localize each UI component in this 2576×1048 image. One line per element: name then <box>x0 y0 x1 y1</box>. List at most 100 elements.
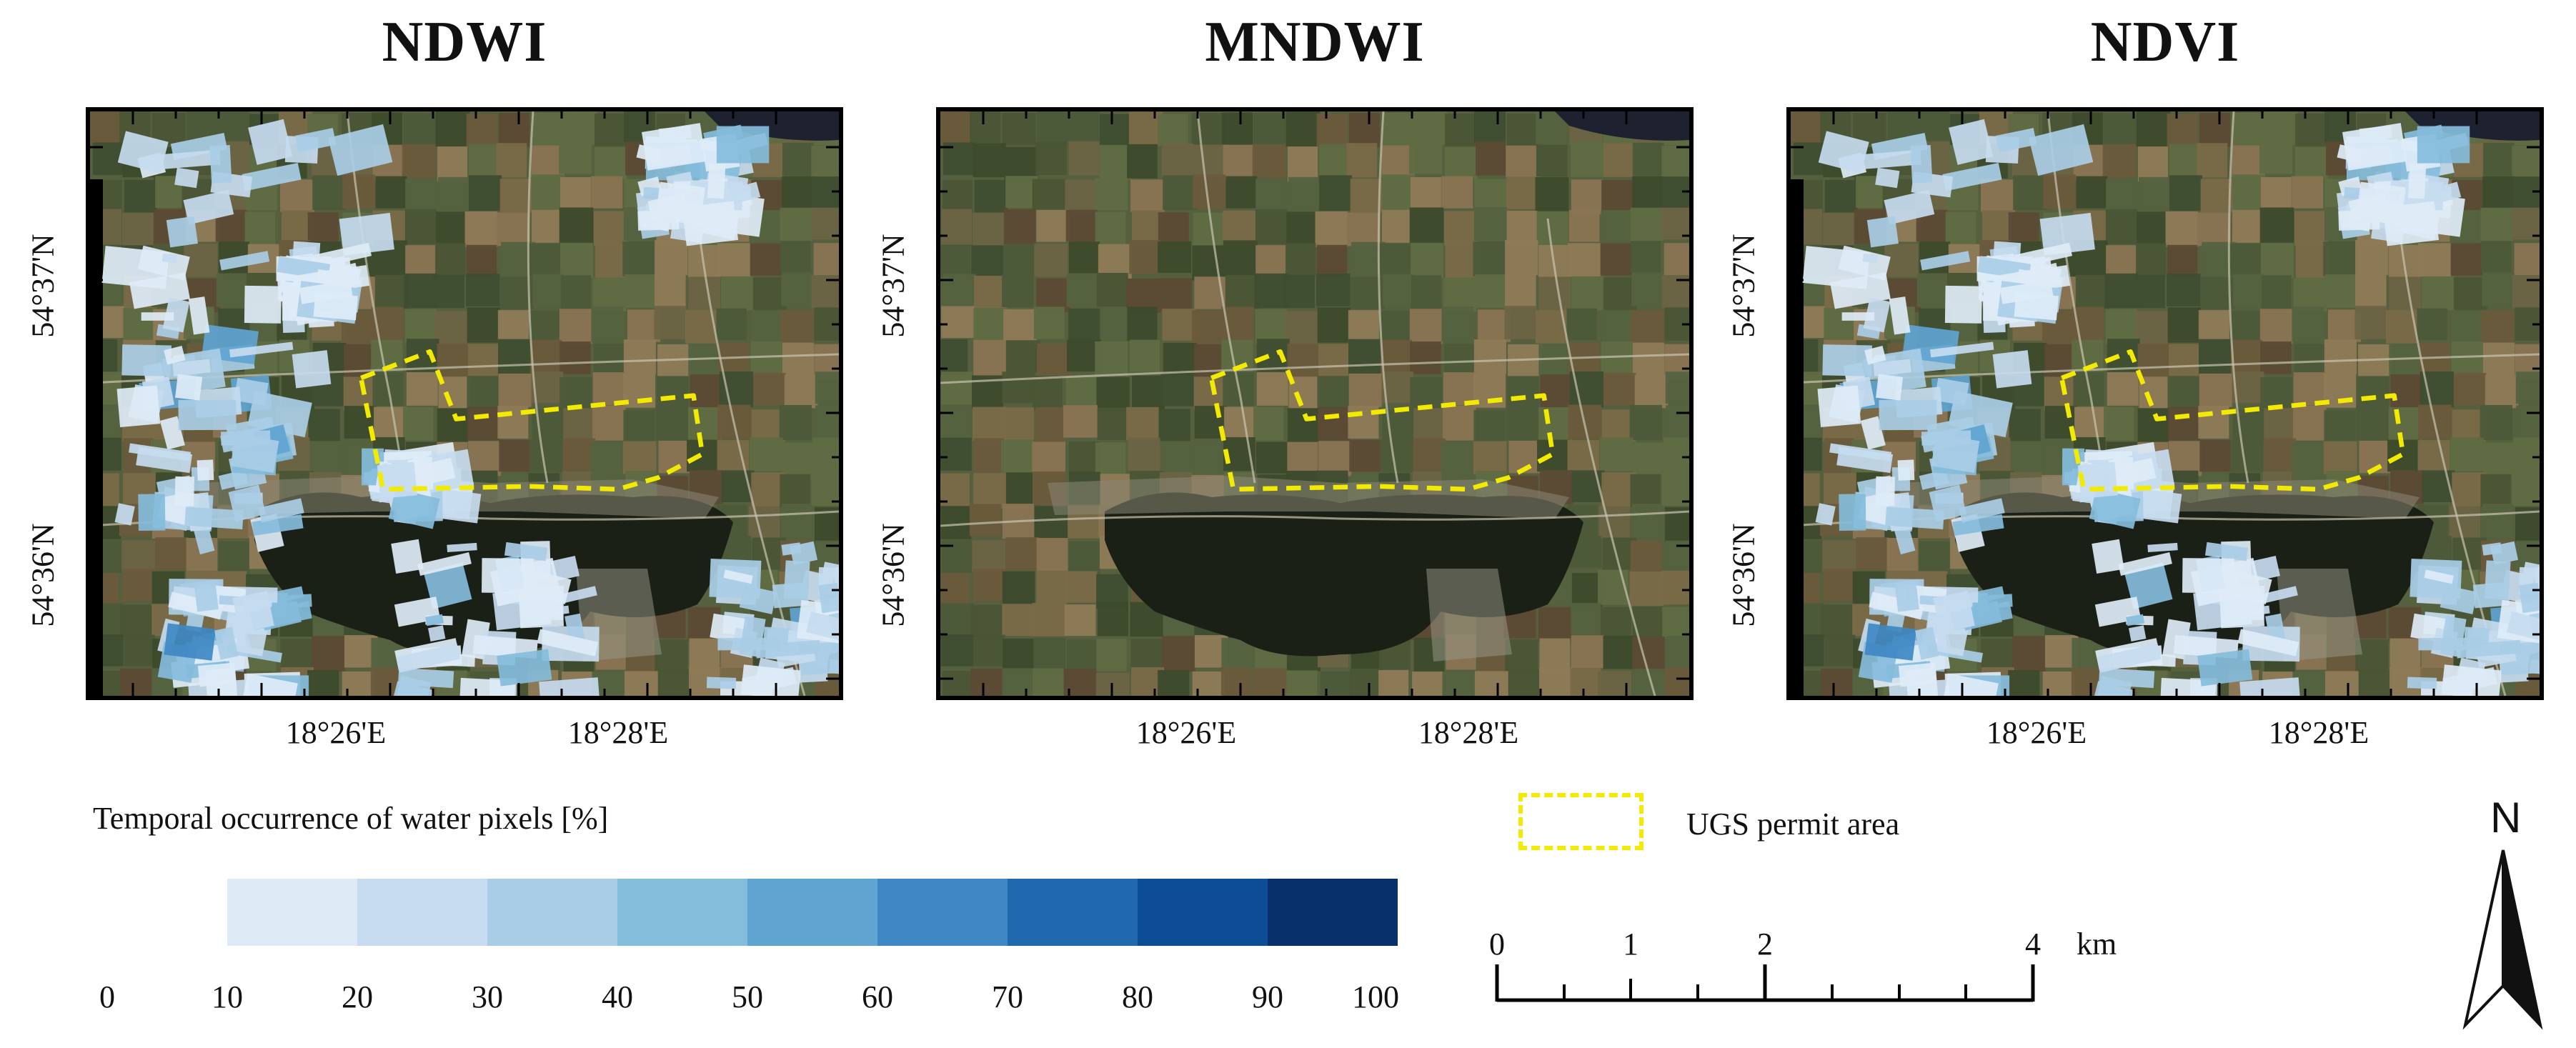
field-parcel <box>1255 209 1287 245</box>
water-pixel-patch <box>2237 629 2299 657</box>
field-parcel <box>1381 112 1415 147</box>
field-parcel <box>941 209 973 245</box>
field-parcel <box>1538 343 1573 379</box>
field-parcel <box>973 438 1004 473</box>
field-parcel <box>1002 371 1035 404</box>
water-pixel-patch <box>228 484 267 522</box>
lon-label-east: 18°28'E <box>1418 715 1519 750</box>
field-parcel <box>2452 472 2487 507</box>
field-parcel <box>749 506 780 539</box>
field-parcel <box>1065 376 1100 408</box>
field-parcel <box>2515 371 2540 404</box>
field-parcel <box>2259 309 2293 344</box>
field-parcel <box>2135 311 2168 346</box>
field-parcel <box>2263 438 2297 471</box>
field-parcel <box>1631 274 1663 306</box>
no-data-strip <box>1791 179 1804 696</box>
field-parcel <box>1127 144 1158 179</box>
field-parcel <box>2450 437 2484 471</box>
water-pixel-patch <box>2239 677 2301 696</box>
field-parcel <box>2516 405 2540 439</box>
water-pixel-patch <box>1944 285 1982 324</box>
field-parcel <box>1160 278 1193 311</box>
panel-title: NDVI <box>2090 11 2240 74</box>
field-parcel <box>972 540 1006 572</box>
field-parcel <box>374 274 409 309</box>
field-parcel <box>2450 506 2480 539</box>
field-parcel <box>594 114 629 146</box>
field-parcel <box>1225 274 1260 309</box>
field-parcel <box>2482 442 2515 476</box>
field-parcel <box>1411 275 1441 311</box>
field-parcel <box>464 211 497 247</box>
field-parcel <box>654 306 687 339</box>
north-arrow-icon <box>2462 849 2543 1030</box>
field-parcel <box>2008 212 2039 247</box>
field-parcel <box>1037 111 1068 146</box>
water-pixel-patch <box>504 542 548 562</box>
field-parcel <box>1002 112 1036 146</box>
field-parcel <box>1599 437 1633 471</box>
field-parcel <box>940 437 972 471</box>
field-parcel <box>435 111 470 146</box>
water-pixel-patch <box>1920 251 1971 271</box>
water-pixel-patch <box>707 163 726 199</box>
field-parcel <box>1473 441 1507 474</box>
field-parcel <box>404 273 438 309</box>
field-parcel <box>2324 671 2359 696</box>
lon-label-west: 18°26'E <box>285 715 387 750</box>
field-parcel <box>784 374 818 409</box>
field-parcel <box>1823 212 1856 248</box>
field-parcel <box>1444 211 1478 246</box>
field-parcel <box>812 437 839 473</box>
field-parcel <box>591 176 623 209</box>
water-pixel-patch <box>1829 443 1892 461</box>
field-parcel <box>437 146 468 182</box>
field-parcel <box>1824 179 1858 213</box>
field-parcel <box>971 245 1004 281</box>
sea-area <box>2405 111 2540 141</box>
field-parcel <box>312 636 345 672</box>
field-parcel <box>2104 113 2138 147</box>
field-parcel <box>1036 209 1070 242</box>
field-parcel <box>1000 439 1034 474</box>
field-parcel <box>779 404 812 441</box>
water-pixel-patch <box>1993 241 2021 259</box>
field-parcel <box>467 406 500 441</box>
water-pixel-patch <box>178 399 237 431</box>
field-parcel <box>1378 244 1413 276</box>
water-pixel-patch <box>1959 498 2005 523</box>
field-parcel <box>496 143 527 178</box>
water-pixel-patch <box>164 623 216 661</box>
field-parcel <box>559 141 592 174</box>
field-parcel <box>1632 142 1664 176</box>
field-parcel <box>2417 308 2447 341</box>
field-parcel <box>2013 175 2047 211</box>
water-pixel-patch <box>407 457 456 489</box>
field-parcel <box>1318 175 1353 211</box>
colorbar-bin-3 <box>617 879 747 946</box>
water-pixel-patch <box>2337 144 2362 163</box>
field-parcel <box>2232 371 2264 404</box>
field-parcel <box>2480 404 2512 441</box>
field-parcel <box>2450 243 2483 276</box>
field-parcel <box>1036 537 1068 572</box>
field-parcel <box>1129 339 1160 372</box>
field-parcel <box>1602 310 1633 346</box>
water-pixel-patch <box>2128 625 2147 642</box>
water-pixel-patch <box>2424 569 2454 584</box>
field-parcel <box>752 277 787 310</box>
field-parcel <box>1348 339 1381 375</box>
field-parcel <box>2260 242 2294 278</box>
water-pixel-patch <box>117 131 169 174</box>
water-pixel-patch <box>1898 662 1937 687</box>
field-parcel <box>2139 176 2172 211</box>
field-parcel <box>1632 442 1665 476</box>
field-parcel <box>1000 407 1035 440</box>
field-parcel <box>433 274 464 309</box>
field-parcel <box>1443 372 1477 406</box>
water-pixel-patch <box>162 297 190 333</box>
lat-label-south: 54°36'N <box>1726 523 1761 627</box>
field-parcel <box>2233 274 2264 306</box>
field-parcel <box>218 541 250 574</box>
